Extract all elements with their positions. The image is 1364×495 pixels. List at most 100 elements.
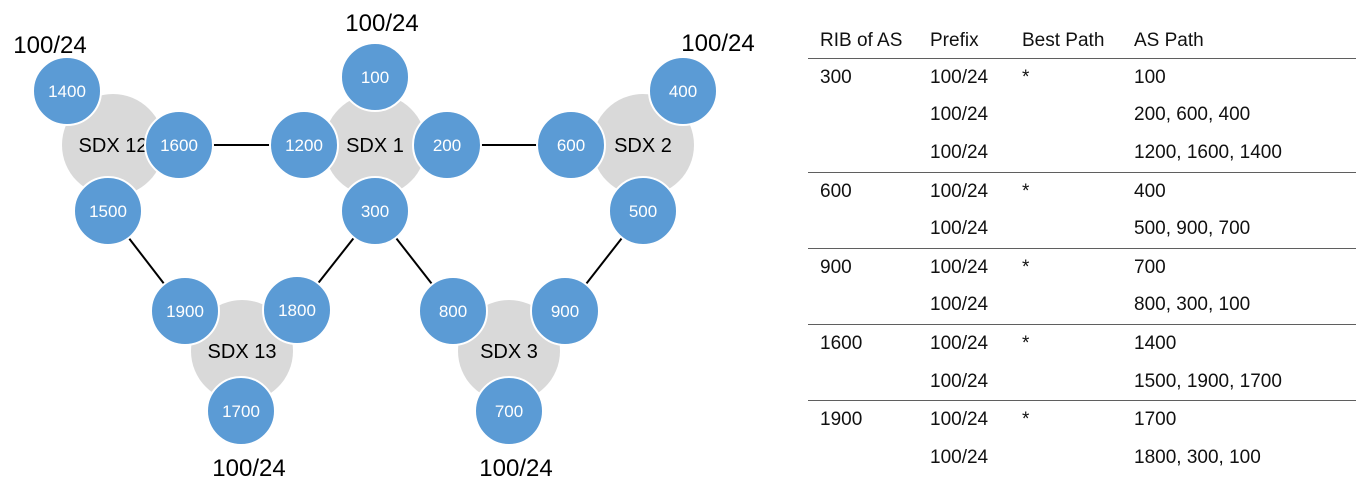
rib-best-cell: * xyxy=(1010,171,1122,211)
rib-best-cell xyxy=(1010,134,1122,172)
rib-prefix-cell: 100/24 xyxy=(930,446,989,468)
sdx-label: SDX 12 xyxy=(79,135,148,157)
rib-row: 100/24 1800, 300, 100 xyxy=(808,439,1356,477)
sdx-node-sdx12: SDX 12 xyxy=(62,94,164,196)
as-label: 700 xyxy=(495,402,523,421)
as-layer: 1400 1600 1500 100 1200 200 300 400 600 500 1900 18… xyxy=(32,42,718,446)
rib-row: 100/24 1500, 1900, 1700 xyxy=(808,363,1356,401)
rib-path-cell: 700 xyxy=(1122,247,1356,287)
header-prefix: Prefix xyxy=(918,24,1010,59)
sdx-circle xyxy=(324,94,426,196)
prefix-labels-layer: 100/24 100/24 100/24 100/24 100/24 xyxy=(13,10,754,482)
sdx-circle xyxy=(62,94,164,196)
as-label: 1500 xyxy=(89,202,127,221)
as-node-800: 800 xyxy=(418,276,488,346)
as-circle xyxy=(32,56,102,126)
rib-best-cell xyxy=(1010,363,1122,401)
rib-row: 100/24 1200, 1600, 1400 xyxy=(808,134,1356,172)
rib-prefix-cell: 100/24 xyxy=(930,218,989,240)
as-label: 1600 xyxy=(160,136,198,155)
as-node-1600: 1600 xyxy=(144,110,214,180)
rib-prefix-cell: 100/24 xyxy=(930,370,989,392)
prefix-label-p1400: 100/24 xyxy=(13,32,86,59)
rib-best-cell xyxy=(1010,287,1122,325)
as-node-200: 200 xyxy=(412,110,482,180)
as-circle xyxy=(536,110,606,180)
rib-prefix-cell: 100/24 xyxy=(918,324,1010,363)
rib-row: 100/24 500, 900, 700 xyxy=(808,210,1356,248)
as-node-700: 700 xyxy=(474,376,544,446)
rib-table: RIB of AS Prefix Best Path AS Path 300 10… xyxy=(808,24,1356,477)
rib-table-header-row: RIB of AS Prefix Best Path AS Path xyxy=(808,24,1356,59)
rib-row: 100/24 200, 600, 400 xyxy=(808,97,1356,135)
as-circle xyxy=(144,110,214,180)
as-label: 1700 xyxy=(222,402,260,421)
as-label: 800 xyxy=(439,302,467,321)
as-label: 500 xyxy=(629,202,657,221)
sdx-node-sdx1: SDX 1 xyxy=(324,94,426,196)
as-node-100: 100 xyxy=(340,42,410,112)
rib-path-cell: 1500, 1900, 1700 xyxy=(1134,370,1282,392)
as-node-900: 900 xyxy=(530,276,600,346)
as-circle xyxy=(340,42,410,112)
as-node-300: 300 xyxy=(340,176,410,246)
rib-best-cell: * xyxy=(1010,247,1122,287)
as-label: 200 xyxy=(433,136,461,155)
sdx-label: SDX 3 xyxy=(480,341,538,363)
network-topology-diagram: SDX 12 SDX 1 SDX 2 SDX 13 SDX 3 1400 1600 1500… xyxy=(13,10,754,482)
as-label: 1200 xyxy=(285,136,323,155)
rib-row: 600 100/24 * 400 xyxy=(808,171,1356,211)
rib-prefix-cell: 100/24 xyxy=(930,66,989,88)
rib-as-cell xyxy=(808,134,918,172)
rib-prefix-cell: 100/24 xyxy=(918,247,1010,287)
as-circle xyxy=(474,376,544,446)
as-node-1400: 1400 xyxy=(32,56,102,126)
prefix-label-p400: 100/24 xyxy=(681,30,754,57)
as-label: 1400 xyxy=(48,82,86,101)
as-node-1200: 1200 xyxy=(269,110,339,180)
as-label: 100 xyxy=(361,68,389,87)
prefix-label-p100: 100/24 xyxy=(345,10,418,37)
rib-prefix-cell: 100/24 xyxy=(918,400,1010,439)
sdx-label: SDX 13 xyxy=(208,341,277,363)
rib-as-cell: 300 xyxy=(820,66,852,88)
as-circle xyxy=(608,176,678,246)
as-label: 400 xyxy=(669,82,697,101)
rib-row: 100/24 800, 300, 100 xyxy=(808,287,1356,325)
as-node-1800: 1800 xyxy=(262,275,332,345)
rib-path-cell: 100 xyxy=(1134,66,1166,88)
prefix-label-p700: 100/24 xyxy=(479,455,552,482)
rib-path-cell: 1700 xyxy=(1122,400,1356,439)
as-circle xyxy=(340,176,410,246)
as-circle xyxy=(530,276,600,346)
as-circle xyxy=(412,110,482,180)
as-node-500: 500 xyxy=(608,176,678,246)
rib-path-cell: 800, 300, 100 xyxy=(1134,294,1251,316)
as-node-400: 400 xyxy=(648,56,718,126)
rib-path-cell: 1400 xyxy=(1122,324,1356,363)
rib-row: 300 100/24 * 100 xyxy=(808,59,1356,97)
rib-as-cell xyxy=(808,97,918,135)
rib-best-cell: * xyxy=(1022,66,1030,88)
as-circle xyxy=(73,176,143,246)
as-circle xyxy=(206,376,276,446)
header-best-path: Best Path xyxy=(1010,24,1122,59)
as-node-600: 600 xyxy=(536,110,606,180)
rib-table-body: 300 100/24 * 100 100/24 200, 600, 400 100/24 12… xyxy=(808,59,1356,477)
rib-best-cell: * xyxy=(1010,400,1122,439)
prefix-label-p1700: 100/24 xyxy=(212,455,285,482)
rib-path-cell: 200, 600, 400 xyxy=(1134,104,1251,126)
rib-row: 1900 100/24 * 1700 xyxy=(808,400,1356,439)
as-label: 1800 xyxy=(278,301,316,320)
as-node-1700: 1700 xyxy=(206,376,276,446)
rib-as-cell: 600 xyxy=(808,171,918,211)
rib-row: 900 100/24 * 700 xyxy=(808,247,1356,287)
rib-path-cell: 500, 900, 700 xyxy=(1134,218,1251,240)
as-circle xyxy=(269,110,339,180)
as-label: 1900 xyxy=(166,302,204,321)
sdx-label: SDX 2 xyxy=(614,135,672,157)
rib-prefix-cell: 100/24 xyxy=(930,294,989,316)
rib-as-cell xyxy=(808,210,918,248)
as-circle xyxy=(418,276,488,346)
rib-best-cell xyxy=(1010,210,1122,248)
